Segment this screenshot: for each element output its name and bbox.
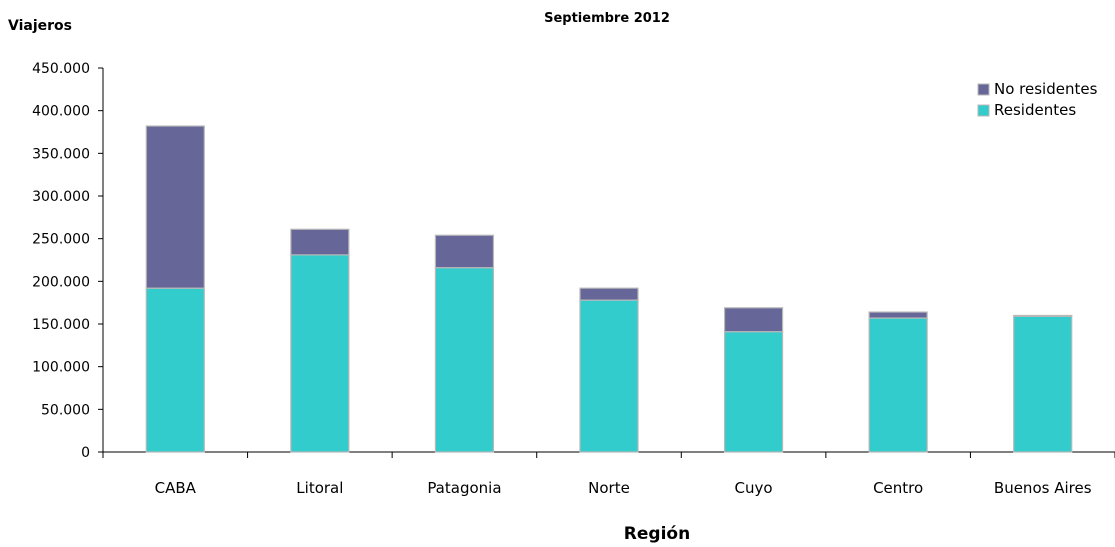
- y-tick-label: 150.000: [32, 317, 90, 333]
- bar-no-residentes: [723, 307, 784, 333]
- x-tick-label: CABA: [155, 479, 197, 497]
- bar-residentes: [434, 267, 495, 453]
- legend-label: No residentes: [994, 80, 1098, 98]
- chart-title: Septiembre 2012: [544, 11, 670, 26]
- x-tick-label: Cuyo: [735, 479, 773, 497]
- bar-residentes: [290, 254, 350, 453]
- axes: 0 50.000 100.000 150.000 200.000 250.000 300.0…: [32, 61, 1115, 461]
- y-tick-label: 400.000: [32, 104, 90, 120]
- y-tick-label: 0: [81, 445, 90, 461]
- bar-residentes: [579, 299, 639, 453]
- legend-label: Residentes: [994, 101, 1076, 119]
- x-tick-label: Patagonia: [427, 479, 501, 497]
- y-tick-label: 200.000: [32, 274, 90, 290]
- bars: CABA Litoral Patagonia Norte Cuyo Centro Bueno…: [145, 125, 1092, 497]
- bar-no-residentes: [290, 228, 350, 256]
- y-tick-label: 50.000: [41, 402, 90, 418]
- y-tick-label: 250.000: [32, 232, 90, 248]
- x-axis-label: Región: [624, 524, 690, 544]
- x-tick-label: Litoral: [296, 479, 343, 497]
- bar-no-residentes: [1013, 314, 1073, 317]
- legend: No residentes Residentes: [977, 80, 1098, 119]
- bar-residentes: [1013, 315, 1073, 453]
- bar-no-residentes: [868, 311, 928, 319]
- legend-swatch: [977, 104, 990, 117]
- y-tick-label: 350.000: [32, 146, 90, 162]
- bar-residentes: [723, 331, 784, 453]
- legend-swatch: [977, 83, 990, 96]
- y-tick-label: 300.000: [32, 189, 90, 205]
- y-tick-label: 100.000: [32, 360, 90, 376]
- bar-no-residentes: [145, 125, 205, 289]
- x-tick-label: Buenos Aires: [994, 479, 1092, 497]
- y-axis-label: Viajeros: [8, 18, 72, 34]
- x-tick-label: Norte: [588, 479, 630, 497]
- y-tick-label: 450.000: [32, 61, 90, 77]
- x-tick-label: Centro: [873, 479, 923, 497]
- bar-no-residentes: [579, 287, 639, 301]
- bar-residentes: [145, 287, 205, 453]
- bar-residentes: [868, 317, 928, 453]
- bar-no-residentes: [434, 234, 495, 269]
